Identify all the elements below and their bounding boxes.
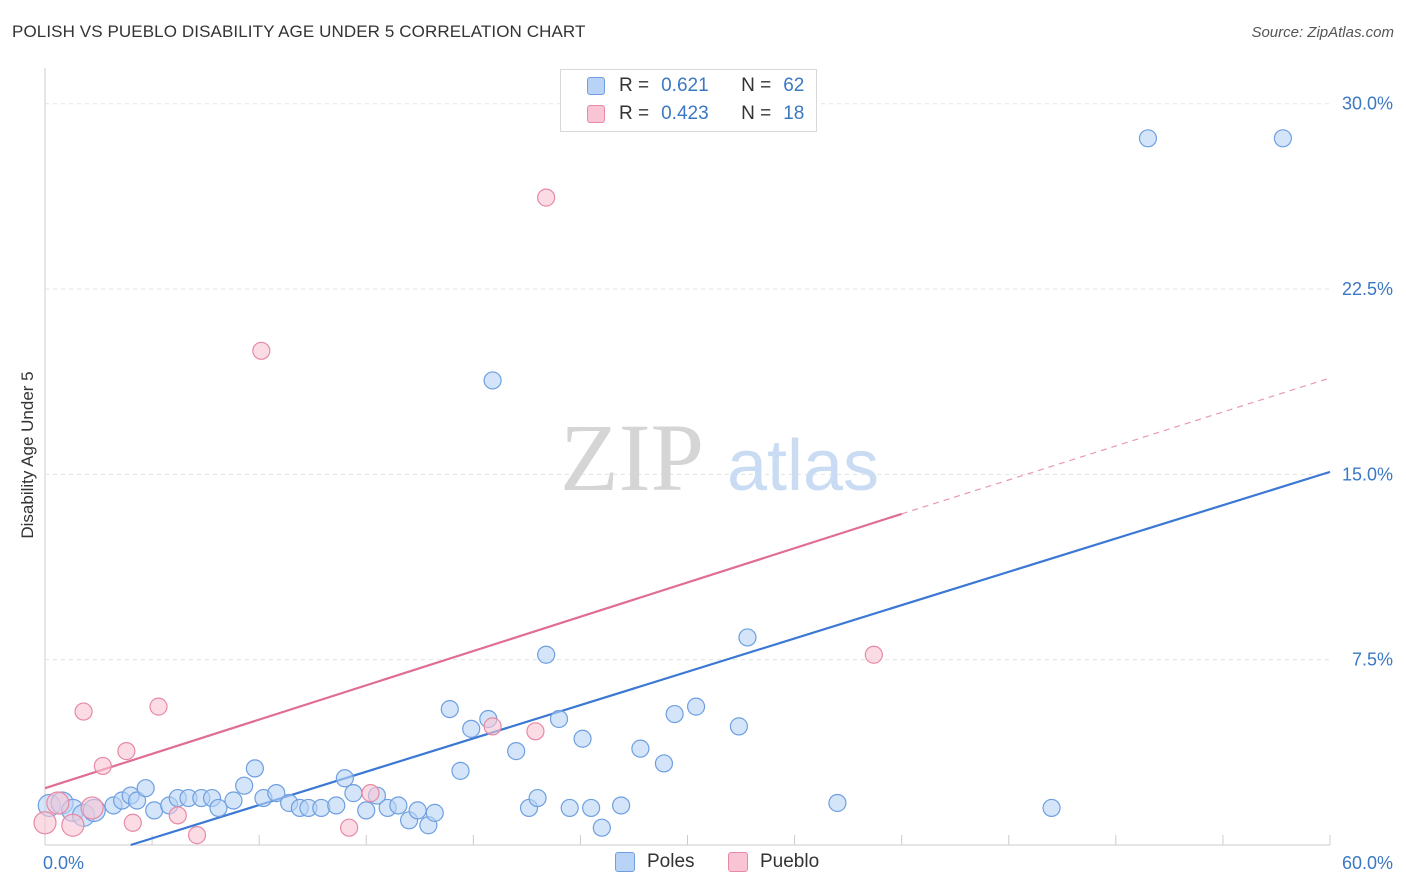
poles-legend-swatch bbox=[615, 852, 635, 872]
point-poles bbox=[425, 803, 444, 822]
point-pueblo bbox=[340, 818, 359, 837]
point-pueblo bbox=[33, 811, 57, 835]
point-poles bbox=[1273, 129, 1292, 148]
legend-item-pueblo[interactable]: Pueblo bbox=[728, 851, 819, 873]
point-poles bbox=[127, 791, 147, 810]
point-poles bbox=[729, 717, 749, 736]
point-poles bbox=[312, 798, 331, 818]
point-pueblo bbox=[864, 645, 883, 664]
point-pueblo bbox=[537, 188, 556, 207]
x-tick-label: 0.0% bbox=[43, 853, 84, 873]
y-tick-label: 7.5% bbox=[1352, 650, 1393, 670]
trend-line-poles bbox=[130, 470, 1331, 847]
chart-title: POLISH VS PUEBLO DISABILITY AGE UNDER 5 … bbox=[12, 22, 586, 41]
point-pueblo bbox=[93, 756, 112, 776]
pueblo-swatch bbox=[587, 105, 605, 123]
point-poles bbox=[209, 798, 228, 818]
point-poles bbox=[560, 798, 579, 818]
point-poles bbox=[267, 784, 286, 803]
point-poles bbox=[612, 796, 631, 815]
legend-item-poles[interactable]: Poles bbox=[615, 851, 695, 873]
point-pueblo bbox=[149, 697, 168, 716]
point-pueblo bbox=[526, 722, 545, 741]
pueblo-legend-label: Pueblo bbox=[760, 851, 820, 872]
tick-labels: 7.5% 15.0% 22.5% 30.0% 0.0% 60.0% bbox=[43, 94, 1393, 873]
legend-row-poles: R = 0.621 N = 62 bbox=[587, 74, 804, 98]
poles-n-value: 62 bbox=[783, 75, 805, 96]
poles-legend-label: Poles bbox=[647, 851, 695, 872]
series-legend: Poles Pueblo bbox=[0, 851, 1406, 877]
y-tick-label: 22.5% bbox=[1342, 279, 1393, 299]
point-poles bbox=[592, 818, 611, 837]
correlation-legend: R = 0.621 N = 62 R = 0.423 N = 18 bbox=[560, 69, 817, 132]
point-poles bbox=[335, 769, 354, 788]
x-tick-label: 60.0% bbox=[1342, 853, 1393, 873]
point-poles bbox=[665, 704, 684, 724]
source-label: Source: ZipAtlas.com bbox=[1251, 24, 1394, 41]
point-poles bbox=[582, 798, 601, 818]
point-poles bbox=[1138, 129, 1158, 148]
point-pueblo bbox=[117, 742, 136, 761]
watermark-zip: ZIP bbox=[560, 404, 704, 511]
watermark: ZIP atlas bbox=[560, 404, 879, 511]
point-pueblo bbox=[187, 826, 207, 845]
point-poles bbox=[528, 788, 547, 808]
point-poles bbox=[1042, 798, 1061, 818]
poles-swatch bbox=[587, 77, 605, 95]
point-poles bbox=[136, 779, 155, 798]
pueblo-r-value: 0.423 bbox=[661, 103, 709, 124]
point-poles bbox=[738, 628, 757, 647]
pueblo-legend-swatch bbox=[728, 852, 748, 872]
trend-line-pueblo bbox=[44, 512, 903, 790]
point-pueblo bbox=[168, 806, 187, 825]
pueblo-n-label: N = bbox=[741, 103, 772, 124]
point-pueblo bbox=[361, 784, 380, 803]
point-pueblo bbox=[46, 791, 70, 815]
point-poles bbox=[462, 719, 481, 738]
point-poles bbox=[357, 801, 376, 820]
point-pueblo bbox=[74, 702, 93, 721]
point-poles bbox=[549, 709, 569, 729]
point-pueblo bbox=[252, 341, 271, 360]
poles-r-label: R = bbox=[619, 75, 650, 96]
point-pueblo bbox=[80, 796, 104, 820]
point-poles bbox=[245, 759, 264, 778]
point-poles bbox=[235, 776, 254, 795]
point-poles bbox=[828, 793, 847, 813]
point-pueblo bbox=[483, 717, 502, 736]
point-poles bbox=[224, 791, 243, 810]
data-points bbox=[33, 129, 1292, 845]
point-poles bbox=[451, 761, 470, 780]
point-pueblo bbox=[61, 813, 85, 837]
y-tick-label: 15.0% bbox=[1342, 464, 1393, 484]
pueblo-r-label: R = bbox=[619, 103, 650, 124]
pueblo-n-value: 18 bbox=[783, 103, 805, 124]
watermark-atlas: atlas bbox=[727, 426, 879, 506]
point-poles bbox=[327, 796, 346, 815]
poles-r-value: 0.621 bbox=[661, 75, 709, 96]
y-tick-label: 30.0% bbox=[1342, 94, 1393, 114]
point-poles bbox=[631, 739, 650, 758]
point-poles bbox=[686, 697, 706, 716]
point-poles bbox=[537, 645, 556, 664]
trend-extension-pueblo bbox=[901, 377, 1331, 515]
poles-n-label: N = bbox=[741, 75, 772, 96]
point-poles bbox=[483, 371, 502, 390]
point-poles bbox=[507, 742, 526, 761]
point-pueblo bbox=[123, 813, 142, 832]
trend-lines bbox=[44, 377, 1331, 847]
point-poles bbox=[573, 729, 592, 748]
point-poles bbox=[654, 754, 674, 773]
point-poles bbox=[344, 784, 363, 803]
point-poles bbox=[389, 796, 408, 815]
point-poles bbox=[440, 699, 459, 719]
point-poles bbox=[408, 801, 427, 820]
legend-row-pueblo: R = 0.423 N = 18 bbox=[587, 102, 804, 126]
